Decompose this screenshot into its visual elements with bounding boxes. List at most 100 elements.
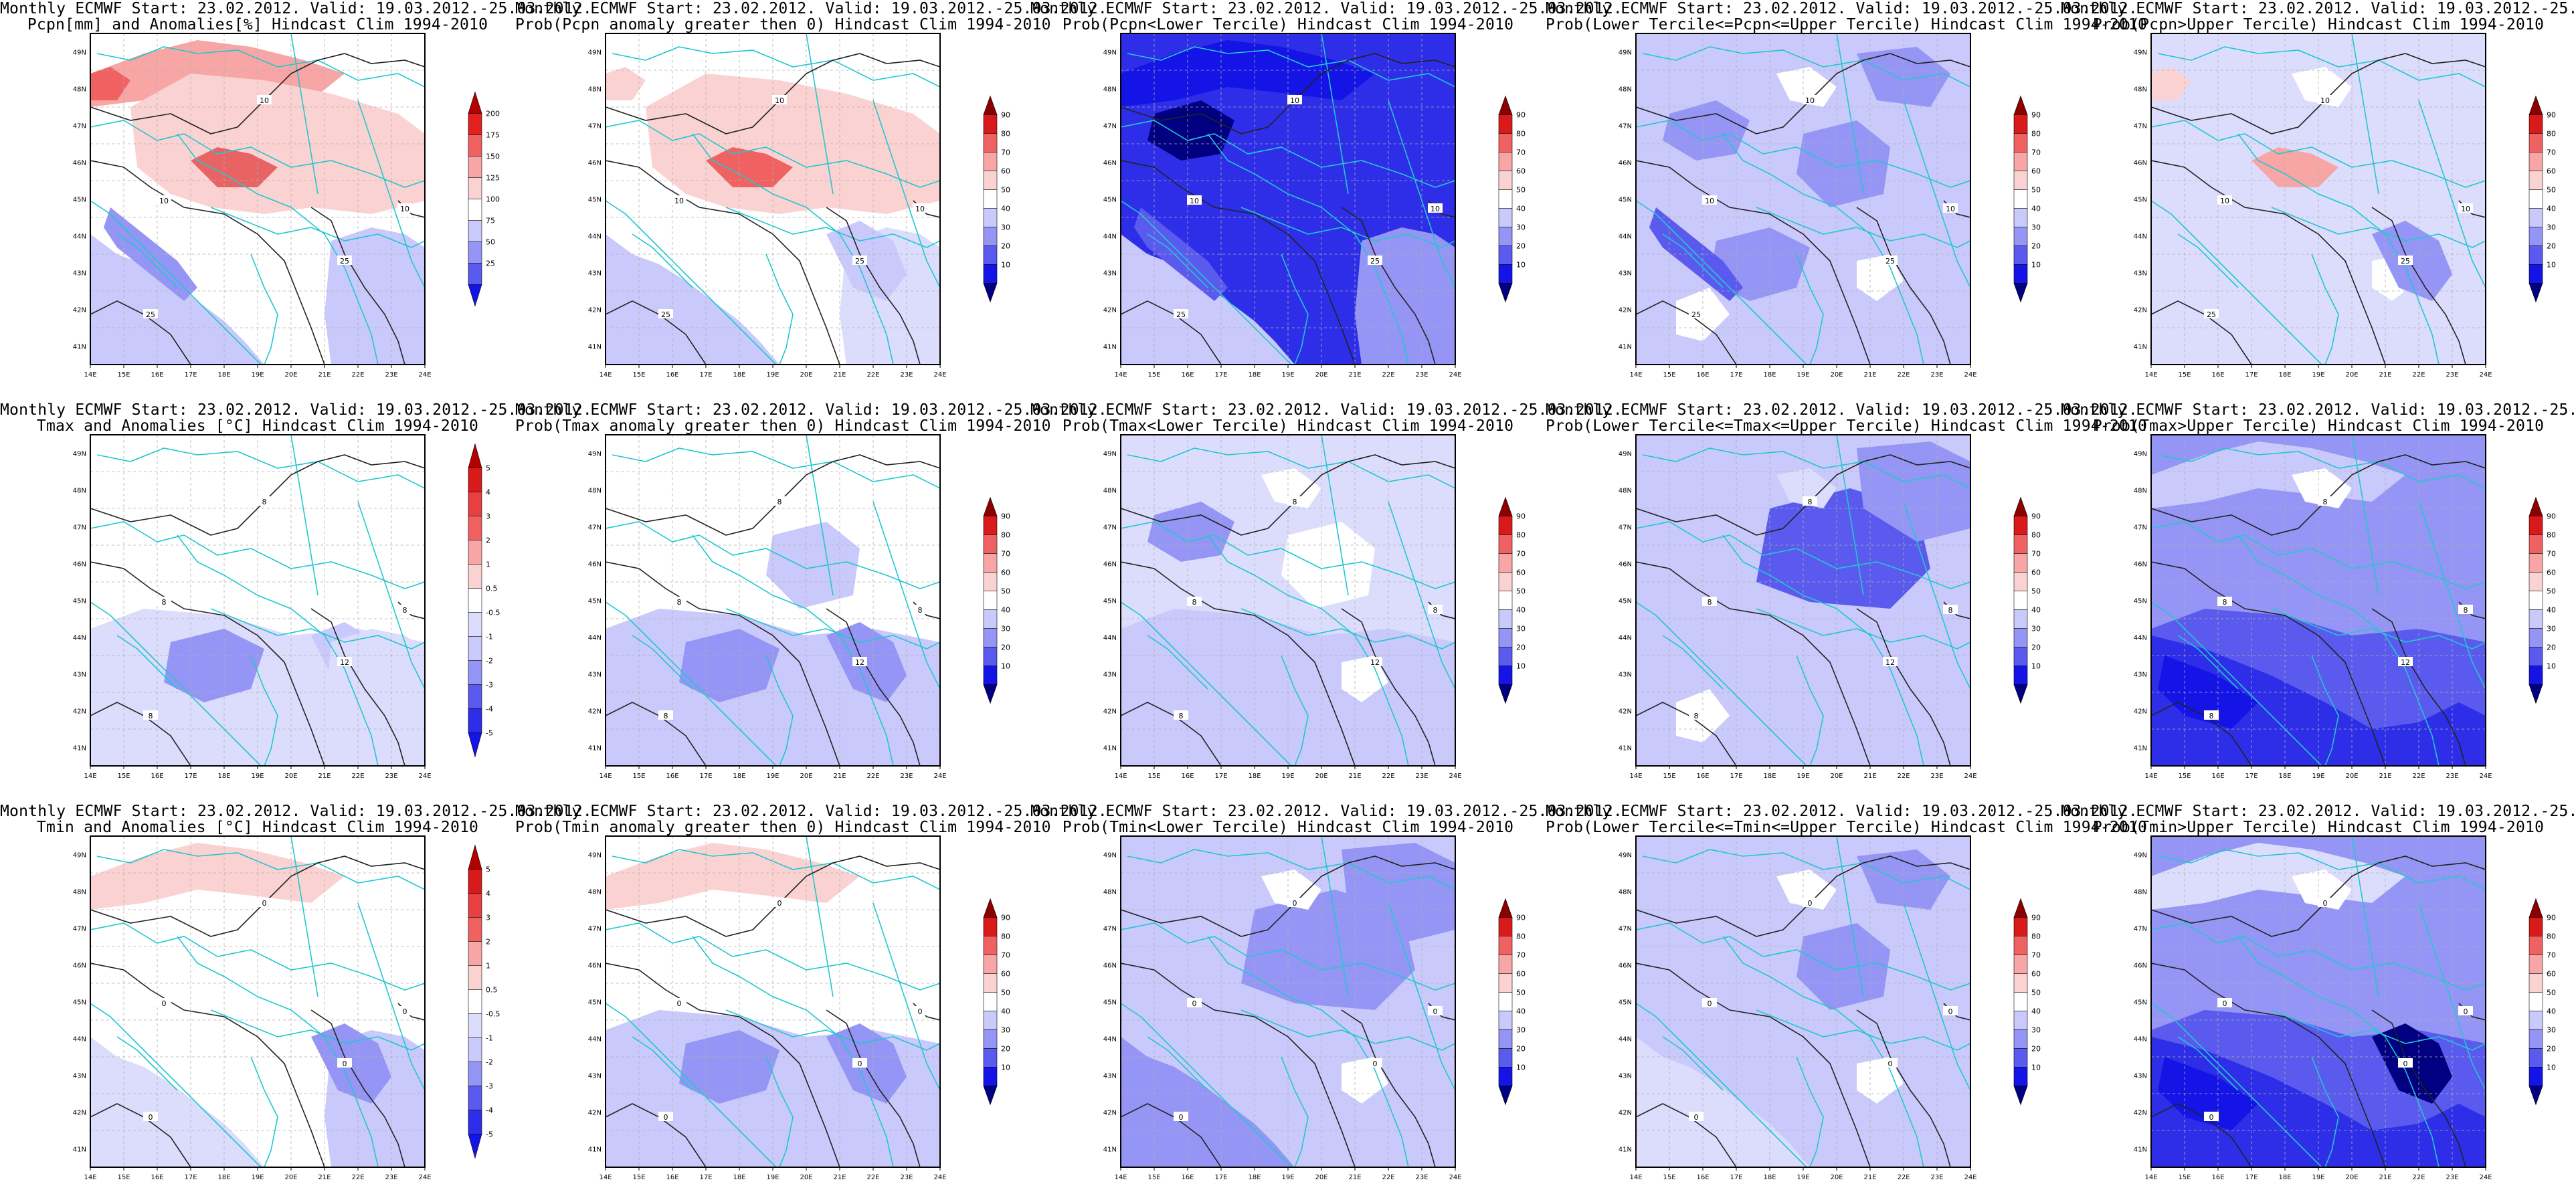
contour-label: 25 <box>1176 310 1186 319</box>
colorbar-segment <box>468 732 482 758</box>
panel-title-line2: Tmax and Anomalies [°C] Hindcast Clim 19… <box>36 417 479 435</box>
longitude-tick-label: 23E <box>900 371 913 379</box>
panel-title-line2: Prob(Tmax<Lower Tercile) Hindcast Clim 1… <box>1062 417 1514 435</box>
contour-line <box>310 608 405 766</box>
colorbar-segment <box>468 540 482 565</box>
latitude-tick-label: 45N <box>1103 999 1117 1007</box>
colorbar-label: -2 <box>486 657 493 666</box>
longitude-tick-label: 15E <box>1147 371 1160 379</box>
longitude-tick-label: 21E <box>833 773 846 780</box>
contour-label: 10 <box>2220 197 2229 205</box>
latitude-tick-label: 42N <box>588 307 602 314</box>
map-svg: 10 10 10 25 25 49N 48N 47N 46N 45N 44N 43N 42N 41N 14E… <box>2134 33 2556 379</box>
coastline <box>1388 902 1455 1091</box>
colorbar-label: 60 <box>1001 970 1010 979</box>
latitude-tick-label: 44N <box>73 233 86 241</box>
latitude-tick-label: 44N <box>1619 233 1632 241</box>
coastline <box>1388 501 1455 690</box>
coastline <box>2157 447 2486 489</box>
latitude-tick-label: 48N <box>1103 488 1117 495</box>
coastline <box>1903 902 1970 1091</box>
colorbar-segment <box>468 965 482 990</box>
latitude-tick-label: 45N <box>2134 197 2147 204</box>
longitude-tick-label: 19E <box>2312 773 2324 780</box>
colorbar-label: 30 <box>1516 625 1526 633</box>
longitude-tick-label: 16E <box>1181 371 1194 379</box>
colorbar-segment <box>2528 283 2543 303</box>
longitude-tick-label: 16E <box>2211 773 2224 780</box>
longitude-tick-label: 24E <box>1964 371 1976 379</box>
contour-line <box>1341 1009 1436 1167</box>
colorbar-segment <box>983 208 998 227</box>
colorbar-label: 40 <box>2547 1007 2556 1016</box>
colorbar-label: 10 <box>1516 662 1526 671</box>
colorbar-segment <box>468 177 482 199</box>
coastline <box>806 836 834 997</box>
colorbar-label: 30 <box>1001 223 1010 232</box>
longitude-tick-label: 14E <box>2144 773 2157 780</box>
anomaly-fill-region <box>90 234 264 365</box>
anomaly-fill-region <box>90 67 130 100</box>
contour-label: 25 <box>2401 257 2410 266</box>
coastline <box>1796 655 1824 766</box>
longitude-tick-label: 24E <box>933 371 946 379</box>
colorbar-label: 50 <box>1516 587 1526 596</box>
colorbar: 90 80 70 60 50 40 30 20 10 <box>983 95 1010 303</box>
panel-title-line2: Prob(Tmin<Lower Tercile) Hindcast Clim 1… <box>1062 819 1514 836</box>
colorbar-segment <box>983 152 998 171</box>
colorbar-segment <box>2013 1067 2028 1086</box>
latitude-tick-label: 43N <box>1619 270 1632 278</box>
colorbar-segment <box>2528 1086 2543 1106</box>
contour-label: 0 <box>677 999 682 1008</box>
latitude-tick-label: 41N <box>588 1146 602 1154</box>
latitude-tick-label: 44N <box>73 635 86 642</box>
coastline <box>692 534 894 766</box>
map-panel: Monthly ECMWF Start: 23.02.2012. Valid: … <box>515 0 1107 401</box>
coastline <box>765 1056 794 1167</box>
coastline <box>872 501 940 690</box>
colorbar-segment <box>2528 955 2543 974</box>
longitude-tick-label: 24E <box>2479 371 2492 379</box>
colorbar-label: 70 <box>1516 148 1526 157</box>
latitude-tick-label: 49N <box>588 852 602 860</box>
colorbar-segment <box>2528 898 2543 918</box>
colorbar-label: 30 <box>2031 625 2041 633</box>
colorbar-label: 20 <box>2547 643 2556 652</box>
colorbar-label: 90 <box>1516 111 1526 120</box>
coastline <box>357 902 425 1091</box>
colorbar-segment <box>468 917 482 942</box>
colorbar-segment <box>468 612 482 637</box>
colorbar-label: 100 <box>486 195 500 204</box>
latitude-tick-label: 42N <box>2134 307 2147 314</box>
colorbar-segment <box>983 917 998 936</box>
colorbar-segment <box>983 516 998 535</box>
coastline <box>1903 501 1970 690</box>
longitude-tick-label: 17E <box>2245 371 2258 379</box>
coastline <box>116 1036 178 1091</box>
longitude-tick-label: 17E <box>699 773 712 780</box>
contour-label: 0 <box>2323 899 2328 908</box>
coastline <box>1321 435 1349 596</box>
latitude-tick-label: 44N <box>2134 233 2147 241</box>
contour-label: 25 <box>1885 257 1895 266</box>
contour-line <box>2151 53 2486 134</box>
colorbar-label: 40 <box>1001 1007 1010 1016</box>
longitude-tick-label: 15E <box>2178 1174 2191 1181</box>
coastline <box>2151 1003 2322 1167</box>
anomaly-fill-region <box>2151 67 2191 100</box>
panel-title-line1: Monthly ECMWF Start: 23.02.2012. Valid: … <box>2061 401 2576 419</box>
anomaly-fill-region <box>706 147 793 187</box>
longitude-tick-label: 23E <box>2446 371 2458 379</box>
colorbar-label: 70 <box>2031 951 2041 960</box>
colorbar-segment <box>1498 1067 1513 1086</box>
latitude-tick-label: 48N <box>73 86 86 94</box>
colorbar-label: 90 <box>1516 512 1526 521</box>
anomaly-fill-region <box>1281 522 1375 609</box>
longitude-tick-label: 17E <box>699 371 712 379</box>
coastline <box>2151 200 2322 365</box>
colorbar-label: 30 <box>2547 223 2556 232</box>
coastline <box>632 635 693 690</box>
colorbar-segment <box>983 973 998 993</box>
anomaly-fill-region <box>2158 656 2258 729</box>
colorbar-label: 60 <box>1516 569 1526 577</box>
